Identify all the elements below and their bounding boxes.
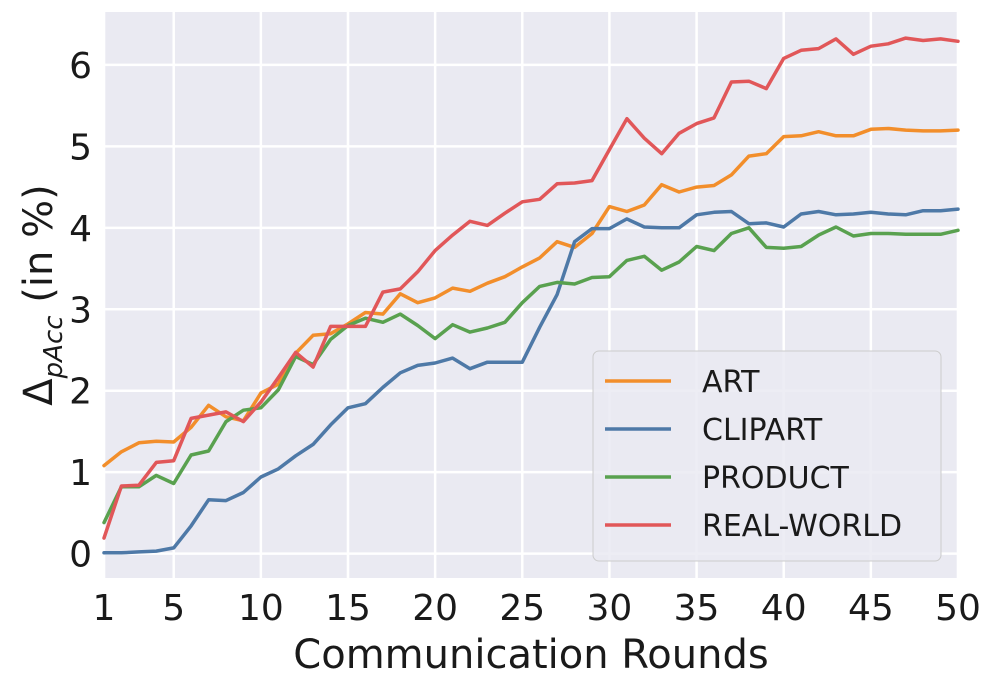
legend-label-real-world: REAL-WORLD: [702, 509, 902, 544]
x-tick-label: 1: [93, 588, 116, 629]
series-lines: [102, 36, 960, 555]
y-tick-label: 0: [69, 535, 92, 576]
series-line-clipart: [102, 207, 960, 555]
x-tick-label: 50: [935, 588, 981, 629]
series-line-real-world: [102, 36, 960, 540]
legend-label-product: PRODUCT: [702, 461, 850, 496]
y-tick-label: 6: [69, 46, 92, 87]
legend-label-clipart: CLIPART: [702, 413, 823, 448]
series-line-product: [102, 225, 960, 525]
legend-box: [592, 350, 942, 562]
x-tick-label: 30: [587, 588, 633, 629]
y-axis-label: ΔpAcc (in %): [16, 184, 69, 405]
svg-text:ΔpAcc (in %): ΔpAcc (in %): [16, 184, 69, 405]
x-tick-label: 25: [499, 588, 545, 629]
y-tick-label: 3: [69, 290, 92, 331]
y-axis-label-suffix: (in %): [16, 184, 62, 315]
x-tick-label: 15: [325, 588, 371, 629]
x-tick-label: 45: [848, 588, 894, 629]
x-tick-label: 40: [761, 588, 807, 629]
y-tick-labels: 0 1 2 3 4 5 6: [69, 46, 92, 576]
x-tick-label: 5: [162, 588, 185, 629]
legend: ART CLIPART PRODUCT REAL-WORLD: [592, 350, 942, 562]
x-tick-label: 20: [412, 588, 458, 629]
x-tick-label: 10: [238, 588, 284, 629]
x-tick-labels: 1 5 10 15 20 25 30 35 40 45 50: [93, 588, 981, 629]
y-axis-label-symbol: Δ: [16, 378, 62, 406]
legend-label-art: ART: [702, 365, 760, 400]
x-tick-label: 35: [674, 588, 720, 629]
y-tick-label: 2: [69, 372, 92, 413]
y-tick-label: 5: [69, 127, 92, 168]
y-tick-label: 1: [69, 453, 92, 494]
x-axis-label: Communication Rounds: [293, 632, 768, 678]
y-axis-label-subscript: pAcc: [39, 315, 69, 379]
grid-lines: [102, 12, 960, 578]
y-tick-label: 4: [69, 209, 92, 250]
